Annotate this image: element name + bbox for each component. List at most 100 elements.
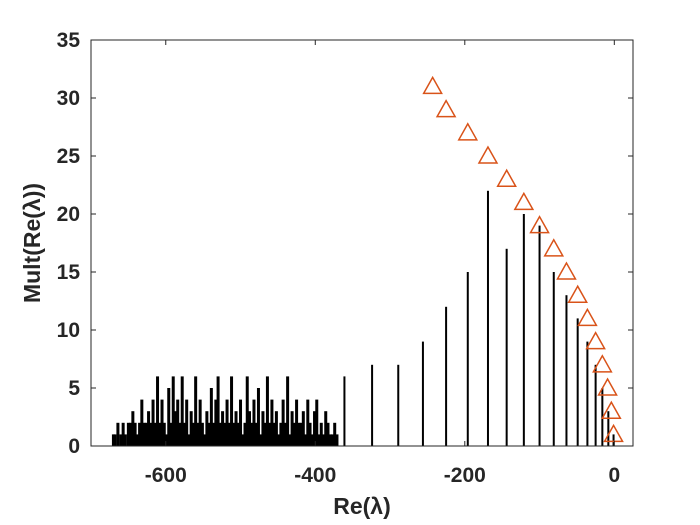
bar — [538, 225, 541, 446]
bar — [176, 399, 180, 446]
bar — [333, 422, 337, 446]
triangle-marker — [529, 215, 550, 234]
bar — [281, 399, 285, 446]
bar — [230, 376, 234, 446]
bar — [209, 388, 213, 446]
x-tick-label: 0 — [608, 464, 620, 487]
triangle-marker — [422, 75, 443, 95]
bar — [123, 434, 127, 446]
bar — [194, 376, 198, 446]
bar — [119, 434, 123, 446]
bar — [565, 295, 568, 446]
triangle-marker — [601, 400, 622, 419]
bar — [371, 364, 374, 446]
bar — [326, 422, 330, 446]
markers-group — [422, 75, 624, 443]
bar — [121, 422, 125, 446]
bar — [283, 422, 287, 446]
bar — [505, 248, 508, 446]
x-tick-label: -600 — [145, 464, 187, 487]
y-tick-label: 15 — [57, 261, 81, 284]
bar — [277, 434, 281, 446]
triangle-marker — [496, 168, 517, 187]
bar — [252, 399, 256, 446]
bar — [165, 434, 169, 446]
triangle-marker — [592, 354, 613, 373]
bar — [180, 376, 184, 446]
bar — [142, 422, 146, 446]
bar — [205, 411, 209, 446]
bar — [245, 376, 249, 446]
bar — [241, 434, 245, 446]
bar — [156, 376, 160, 446]
bar — [221, 411, 225, 446]
bar — [304, 434, 308, 446]
bar — [270, 399, 274, 446]
bar — [279, 422, 283, 446]
y-axis-label: Mult(Re(λ)) — [19, 183, 45, 303]
bar — [295, 399, 299, 446]
bar — [250, 422, 254, 446]
bar — [133, 422, 137, 446]
bar — [313, 411, 317, 446]
axes-box — [90, 39, 634, 447]
bar — [310, 434, 314, 446]
bar — [198, 399, 202, 446]
bar — [586, 341, 589, 446]
bar — [223, 422, 227, 446]
bar — [301, 411, 305, 446]
bar — [129, 422, 133, 446]
triangle-marker — [435, 99, 457, 118]
bar — [227, 422, 231, 446]
y-tick-label: 35 — [57, 29, 81, 52]
bar — [256, 388, 260, 446]
bar — [607, 411, 610, 446]
bar — [187, 434, 191, 446]
bar — [185, 399, 189, 446]
bar — [200, 422, 204, 446]
bar — [324, 411, 328, 446]
bar — [322, 434, 325, 446]
bar — [135, 434, 139, 446]
bar — [196, 422, 200, 446]
bar — [239, 399, 243, 446]
bar — [178, 422, 182, 446]
bar — [207, 422, 211, 446]
bar — [151, 399, 155, 446]
x-tick-label: -200 — [444, 464, 486, 487]
bar — [315, 399, 319, 446]
bar — [171, 376, 175, 446]
bar — [268, 422, 272, 446]
bar — [140, 399, 144, 446]
triangle-marker — [477, 145, 499, 164]
bar — [265, 376, 269, 446]
bar — [203, 434, 207, 446]
bar — [189, 411, 193, 446]
bar — [288, 434, 292, 446]
bar — [147, 411, 151, 446]
bars-group — [111, 190, 615, 446]
bar — [306, 399, 310, 446]
x-axis-label: Re(λ) — [333, 493, 391, 519]
bar — [297, 422, 301, 446]
bar — [162, 422, 166, 446]
bar — [247, 411, 251, 446]
bar — [212, 422, 216, 446]
y-tick-label: 20 — [57, 203, 80, 226]
bar — [486, 190, 489, 446]
bar — [160, 399, 164, 446]
bar — [144, 422, 148, 446]
bar — [216, 376, 220, 446]
bar — [594, 364, 597, 446]
bar — [158, 422, 162, 446]
bar — [138, 422, 142, 446]
bar — [299, 422, 303, 446]
bar — [225, 399, 229, 446]
bar — [421, 341, 424, 446]
bar — [263, 422, 267, 446]
bar — [290, 411, 294, 446]
bar — [153, 422, 157, 446]
bar — [259, 434, 263, 446]
bar — [466, 272, 469, 446]
bar — [343, 376, 346, 446]
